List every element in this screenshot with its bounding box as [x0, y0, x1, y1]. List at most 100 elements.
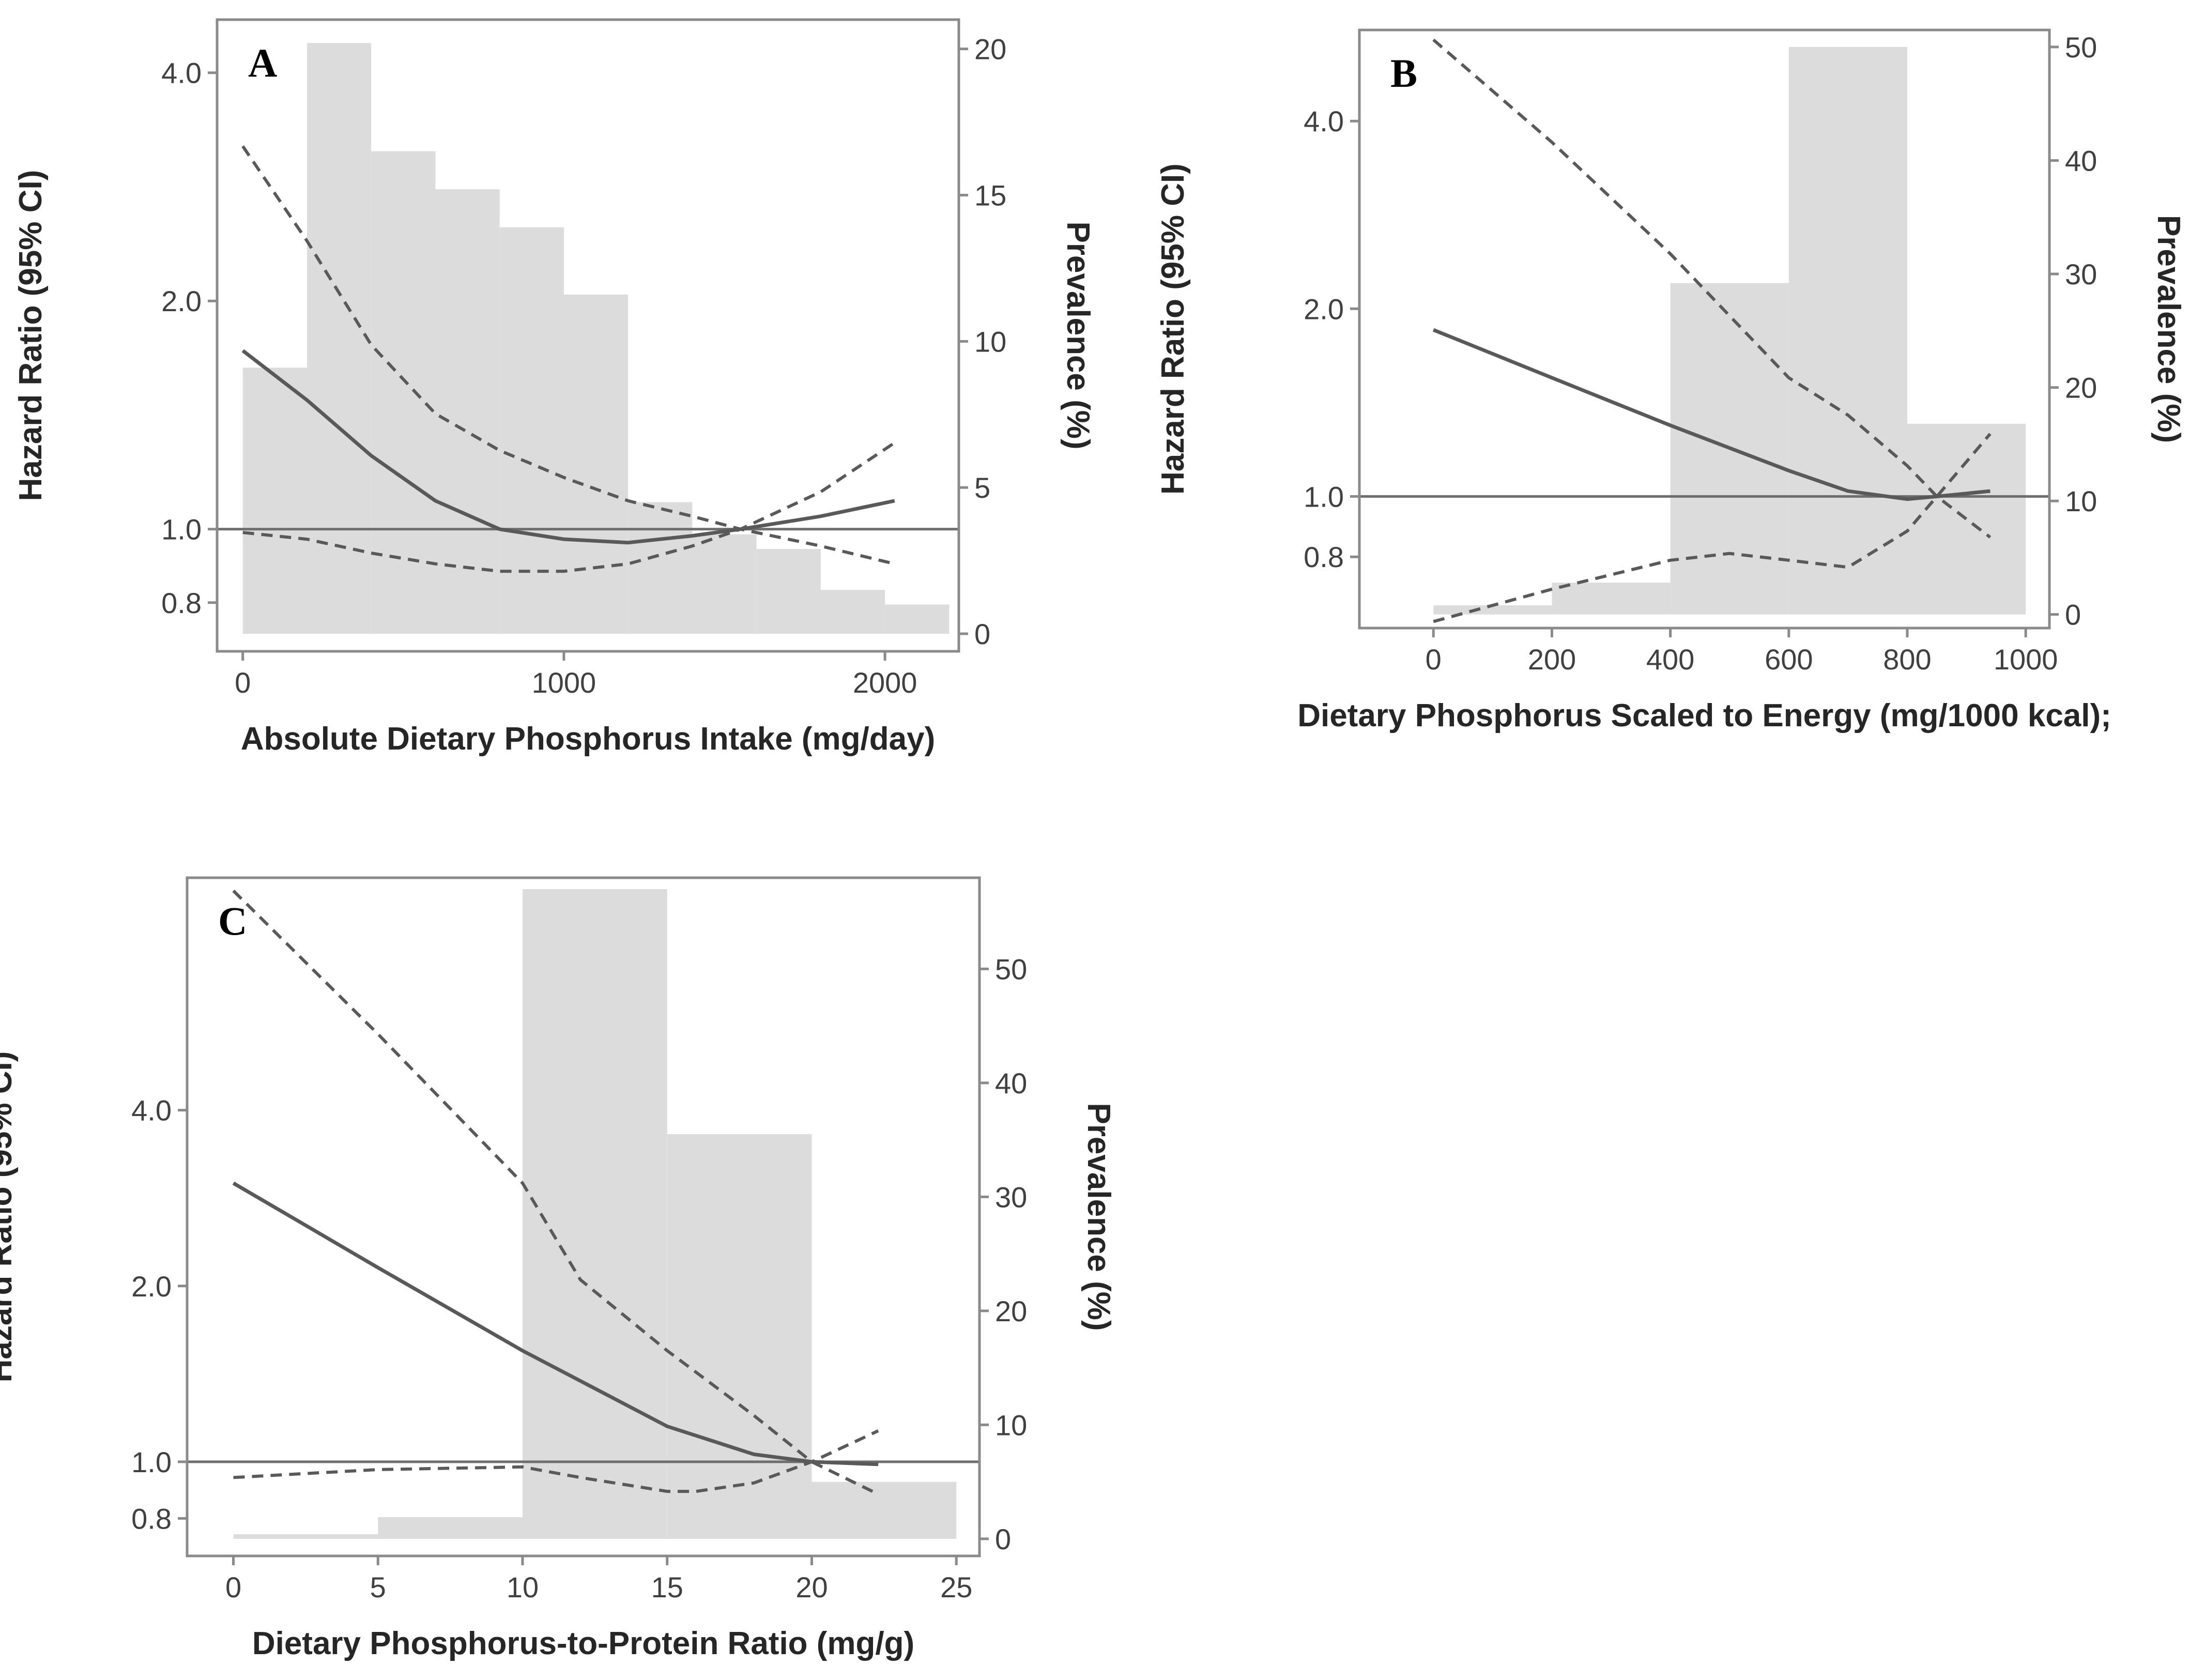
y-tick-label: 2.0 — [161, 285, 202, 317]
plot-frame — [186, 876, 981, 1557]
ci-lower-line — [1433, 433, 1992, 623]
y-axis-title: Hazard Ratio (95% CI) — [13, 170, 49, 501]
y2-axis-title: Prevalence (%) — [1060, 221, 1096, 449]
series-lines — [241, 145, 896, 573]
y-tick-label: 1.0 — [161, 513, 202, 546]
y2-tick-label: 0 — [995, 1523, 1011, 1555]
histogram-bar — [1907, 423, 2026, 615]
series-lines — [232, 890, 879, 1496]
y-tick-label: 1.0 — [1304, 480, 1344, 513]
x-tick-label: 400 — [1646, 643, 1694, 676]
panel-label: A — [248, 40, 277, 85]
y2-tick-label: 10 — [974, 325, 1006, 358]
x-axis: 0 200 400 600 800 1000 — [1426, 628, 2058, 676]
histogram-bar — [628, 502, 693, 634]
plot-frame — [216, 18, 960, 653]
y2-tick-label: 15 — [974, 179, 1006, 211]
ci-upper-line — [241, 145, 895, 566]
y-tick-label: 0.8 — [1304, 541, 1344, 573]
y2-tick-label: 20 — [974, 33, 1006, 66]
x-tick-label: 20 — [795, 1571, 828, 1603]
y-axis-left: 0.8 1.0 2.0 4.0 — [161, 57, 217, 619]
histogram-bars — [233, 889, 957, 1539]
x-tick-label: 25 — [940, 1571, 972, 1603]
histogram-bar — [233, 1534, 378, 1539]
x-tick-label: 800 — [1883, 643, 1931, 676]
panel-c: 0 5 10 15 20 25 0.8 1.0 2.0 4.0 0 10 20 30 40 50 C Di… — [0, 876, 1116, 1661]
x-axis: 0 5 10 15 20 25 — [225, 1556, 972, 1603]
histogram-bar — [371, 151, 436, 634]
y-axis-left: 0.8 1.0 2.0 4.0 — [131, 1094, 187, 1535]
histogram-bar — [563, 294, 629, 634]
histogram-bars — [242, 43, 950, 634]
x-tick-label: 0 — [235, 666, 251, 699]
y2-tick-label: 30 — [2065, 258, 2097, 291]
histogram-bar — [378, 1517, 523, 1539]
y-tick-label: 4.0 — [161, 57, 202, 89]
y-tick-label: 0.8 — [131, 1502, 172, 1535]
y-tick-label: 0.8 — [161, 587, 202, 619]
x-axis: 0 1000 2000 — [235, 651, 917, 699]
x-tick-label: 5 — [370, 1571, 386, 1603]
histogram-bar — [692, 534, 757, 634]
hazard-ratio-line — [241, 349, 895, 545]
ci-lower-line — [233, 1429, 879, 1493]
y-axis-right: 0 10 20 30 40 50 — [2049, 31, 2097, 631]
x-tick-label: 10 — [507, 1571, 539, 1603]
x-tick-label: 0 — [1426, 643, 1442, 676]
y-axis-title: Hazard Ratio (95% CI) — [0, 1051, 19, 1383]
y-axis-title: Hazard Ratio (95% CI) — [1155, 163, 1191, 495]
y-tick-label: 1.0 — [131, 1446, 172, 1478]
histogram-bar — [435, 189, 500, 634]
y2-tick-label: 40 — [2065, 144, 2097, 177]
y2-tick-label: 10 — [995, 1409, 1027, 1441]
y2-tick-label: 0 — [974, 618, 990, 650]
x-tick-label: 2000 — [853, 666, 917, 699]
x-axis-title: Absolute Dietary Phosphorus Intake (mg/d… — [241, 721, 936, 757]
x-axis-title: Dietary Phosphorus Scaled to Energy (mg/… — [1297, 698, 2111, 734]
x-axis-title: Dietary Phosphorus-to-Protein Ratio (mg/… — [252, 1626, 914, 1661]
histogram-bar — [307, 43, 372, 634]
plot-frame — [1358, 28, 2051, 630]
y2-tick-label: 50 — [2065, 31, 2097, 64]
y2-tick-label: 20 — [995, 1295, 1027, 1327]
y2-tick-label: 30 — [995, 1181, 1027, 1213]
x-tick-label: 0 — [225, 1571, 241, 1603]
histogram-bar — [1788, 47, 1907, 615]
histogram-bar — [1552, 583, 1671, 615]
series-lines — [1432, 38, 1992, 623]
panel-label: C — [218, 898, 247, 943]
y-axis-right: 0 5 10 15 20 — [959, 33, 1006, 650]
y-tick-label: 2.0 — [1304, 293, 1344, 325]
y2-tick-label: 10 — [2065, 485, 2097, 517]
y-tick-label: 4.0 — [1304, 105, 1344, 138]
histogram-bars — [1433, 47, 2026, 615]
x-tick-label: 200 — [1528, 643, 1576, 676]
y2-axis-title: Prevalence (%) — [1081, 1103, 1116, 1331]
histogram-bar — [811, 1482, 957, 1539]
x-tick-label: 1000 — [1994, 643, 2058, 676]
ci-upper-line — [1432, 38, 1992, 539]
histogram-bar — [242, 368, 307, 634]
y-tick-label: 2.0 — [131, 1270, 172, 1303]
panel-b: 0 200 400 600 800 1000 0.8 1.0 2.0 4.0 0 10 20 30 40… — [1155, 28, 2186, 734]
panel-label: B — [1390, 51, 1417, 96]
y-axis-right: 0 10 20 30 40 50 — [979, 953, 1027, 1555]
y2-axis-title: Prevalence (%) — [2151, 215, 2186, 443]
ci-lower-line — [242, 441, 896, 573]
y2-tick-label: 40 — [995, 1067, 1027, 1099]
x-tick-label: 1000 — [532, 666, 596, 699]
y-tick-label: 4.0 — [131, 1094, 172, 1127]
y2-tick-label: 50 — [995, 953, 1027, 985]
panel-a: 0 1000 2000 0.8 1.0 2.0 4.0 0 5 10 15 20 A Absolu… — [13, 18, 1096, 757]
hazard-ratio-line — [1432, 328, 1990, 501]
histogram-bar — [885, 604, 950, 634]
y-axis-left: 0.8 1.0 2.0 4.0 — [1304, 105, 1359, 573]
histogram-bar — [499, 227, 564, 634]
histogram-bar — [820, 590, 885, 634]
histogram-bar — [667, 1134, 812, 1539]
y2-tick-label: 20 — [2065, 372, 2097, 404]
histogram-bar — [523, 889, 667, 1539]
x-tick-label: 600 — [1765, 643, 1813, 676]
